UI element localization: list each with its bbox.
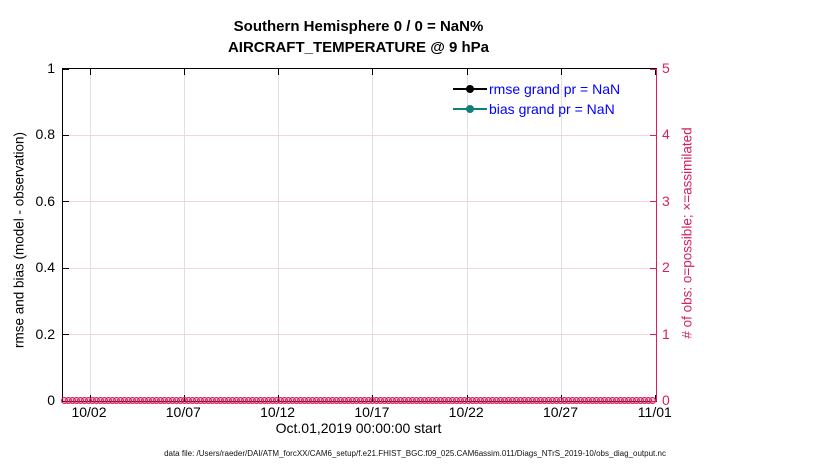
x-tick-top [183, 69, 185, 75]
x-tick-bottom [655, 395, 657, 401]
y-tick-label-left: 0.2 [35, 325, 55, 342]
y-tick-label-right: 0 [662, 392, 670, 408]
x-gridline [278, 69, 280, 401]
x-tick-top [655, 69, 657, 75]
y-tick-label-right: 4 [662, 126, 670, 143]
x-tick-label: 10/12 [260, 404, 296, 420]
y-tick-right [650, 134, 656, 136]
y-tick-label-right: 3 [662, 192, 670, 209]
y-tick-right [650, 201, 656, 203]
legend-marker-dot-icon [466, 104, 474, 113]
x-tick-label: 10/17 [354, 404, 390, 420]
legend-marker-dot-icon [466, 84, 474, 93]
y-tick-label-left: 0.4 [35, 259, 55, 276]
y-tick-label-left: 0.8 [35, 126, 55, 143]
x-tick-top [372, 69, 374, 75]
legend-item-label: bias grand pr = NaN [489, 101, 615, 117]
plot-area [60, 68, 657, 404]
title-line-2: AIRCRAFT_TEMPERATURE @ 9 hPa [227, 39, 490, 56]
legend-item: rmse grand pr = NaN [453, 79, 620, 99]
y-tick-label-right: 5 [662, 60, 670, 76]
y-tick-right [650, 334, 656, 336]
legend: rmse grand pr = NaN bias grand pr = NaN [453, 79, 620, 119]
x-tick-top [466, 69, 468, 75]
x-tick-label: 11/01 [637, 404, 672, 420]
y-tick-label-right: 2 [662, 259, 670, 276]
obs-count-marker [648, 396, 656, 404]
y-tick-label-right: 1 [662, 325, 670, 342]
y-tick-label-left: 1 [47, 60, 55, 76]
x-tick-label: 10/07 [165, 404, 201, 420]
x-tick-label: 10/27 [542, 404, 579, 420]
y-gridline [63, 267, 656, 269]
legend-item: bias grand pr = NaN [453, 99, 620, 119]
y-tick-left [63, 334, 69, 336]
x-tick-top [561, 69, 562, 75]
x-tick-top [89, 69, 91, 75]
y-tick-right [650, 68, 656, 70]
right-axis-label: # of obs: o=possible; ×=assimilated [679, 127, 695, 339]
x-tick-label: 10/02 [71, 404, 107, 420]
y-tick-left [63, 201, 69, 203]
y-tick-right [650, 267, 656, 269]
x-gridline [561, 69, 562, 401]
y-tick-left [63, 267, 69, 269]
title-line-1: Southern Hemisphere 0 / 0 = NaN% [233, 18, 484, 35]
y-gridline [63, 134, 656, 136]
x-tick-top [278, 69, 280, 75]
chart-title: Southern Hemisphere 0 / 0 = NaN% AIRCRAF… [62, 16, 655, 58]
y-tick-label-left: 0 [47, 392, 55, 408]
y-tick-label-left: 0.6 [35, 192, 55, 209]
x-gridline [89, 69, 91, 401]
legend-item-label: rmse grand pr = NaN [489, 81, 621, 97]
left-axis-label: rmse and bias (model - observation) [11, 131, 27, 349]
x-axis-label: Oct.01,2019 00:00:00 start [275, 420, 442, 436]
y-tick-left [63, 68, 69, 70]
x-gridline [183, 69, 185, 401]
x-gridline [466, 69, 468, 401]
y-tick-left [63, 134, 69, 136]
x-gridline [372, 69, 374, 401]
x-tick-label: 10/22 [448, 404, 484, 420]
y-gridline [63, 201, 656, 203]
legend-sample [453, 99, 487, 119]
y-gridline [63, 334, 656, 336]
data-file-caption: data file: /Users/raeder/DAI/ATM_forcXX/… [164, 449, 666, 458]
legend-sample [453, 79, 487, 99]
